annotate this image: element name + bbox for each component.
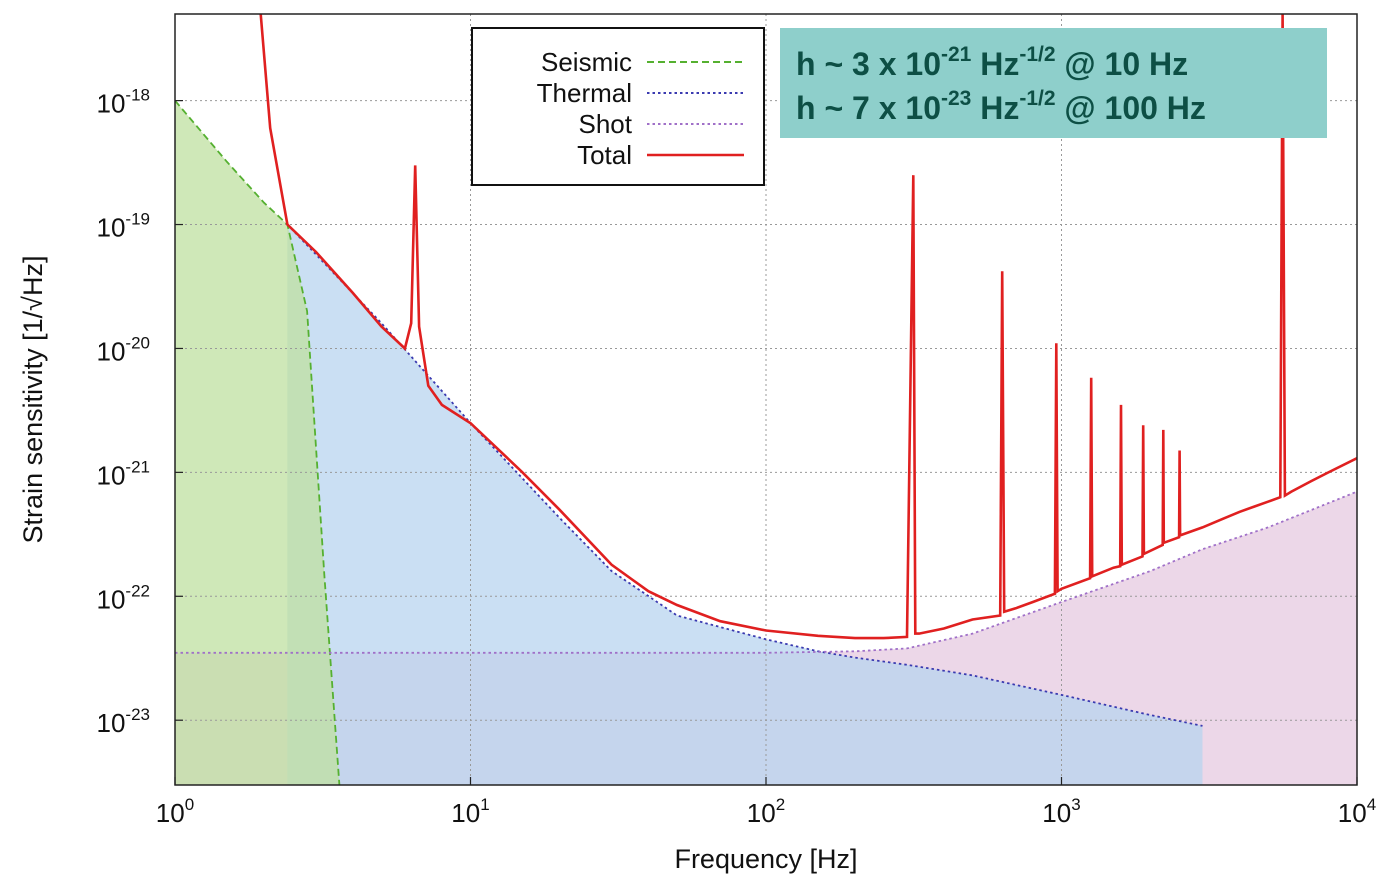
legend-label: Shot: [579, 109, 633, 139]
y-tick-label: 10-19: [97, 210, 151, 243]
y-tick-label: 10-18: [97, 86, 151, 119]
x-tick-label: 104: [1338, 795, 1376, 828]
legend-label: Thermal: [537, 78, 632, 108]
annotation-line: h ~ 7 x 10-23 Hz-1/2 @ 100 Hz: [796, 87, 1206, 126]
sensitivity-annotation: h ~ 3 x 10-21 Hz-1/2 @ 10 Hz h ~ 7 x 10-2…: [780, 28, 1327, 138]
y-tick-label: 10-23: [97, 705, 151, 738]
legend-label: Seismic: [541, 47, 632, 77]
thermal-fill-area: [287, 225, 1202, 785]
y-tick-label: 10-21: [97, 457, 151, 490]
y-axis-label: Strain sensitivity [1/√Hz]: [18, 256, 48, 544]
y-tick-label: 10-20: [97, 333, 151, 366]
x-tick-label: 101: [451, 795, 489, 828]
x-tick-label: 100: [156, 795, 194, 828]
x-tick-label: 103: [1042, 795, 1080, 828]
y-axis-ticks: 10-18 10-19 10-20 10-21 10-22 10-23: [97, 86, 184, 739]
annotation-line: h ~ 3 x 10-21 Hz-1/2 @ 10 Hz: [796, 43, 1188, 82]
noise-fill-areas: [175, 101, 1357, 785]
y-tick-label: 10-22: [97, 581, 151, 614]
legend-label: Total: [577, 140, 632, 170]
seismic-fill-area: [175, 101, 339, 785]
x-tick-label: 102: [747, 795, 785, 828]
x-axis-label: Frequency [Hz]: [674, 844, 857, 874]
